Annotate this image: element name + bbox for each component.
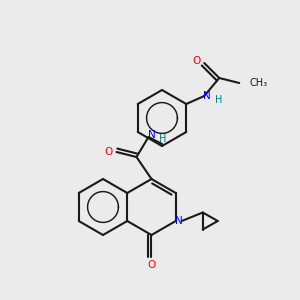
- Text: CH₃: CH₃: [249, 78, 267, 88]
- Text: N: N: [148, 130, 155, 140]
- Text: O: O: [147, 260, 156, 270]
- Text: H: H: [214, 95, 222, 105]
- Text: N: N: [203, 91, 211, 101]
- Text: O: O: [192, 56, 200, 66]
- Text: N: N: [175, 216, 183, 226]
- Text: H: H: [159, 134, 166, 144]
- Text: O: O: [104, 147, 112, 157]
